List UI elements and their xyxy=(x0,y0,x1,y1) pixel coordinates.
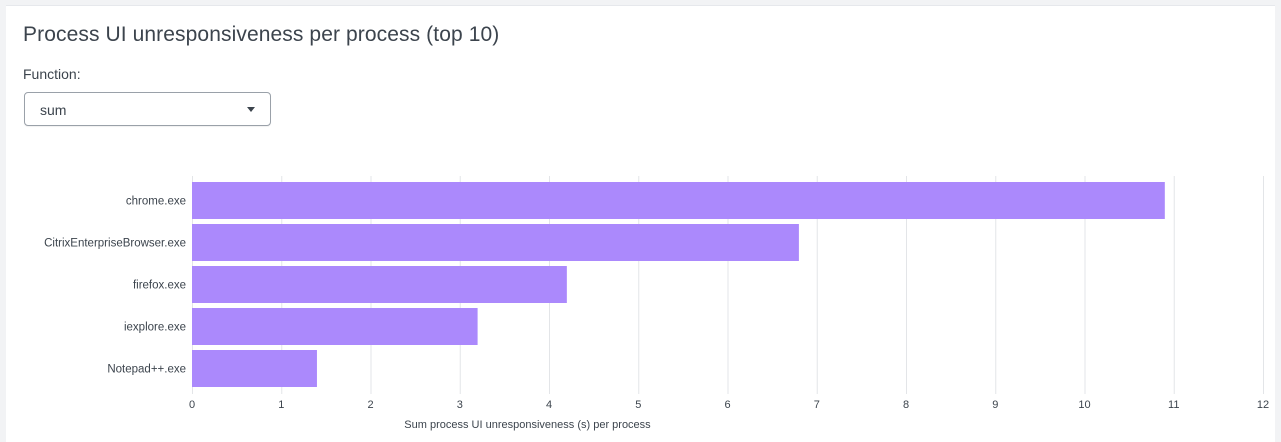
bar[interactable] xyxy=(192,308,478,345)
x-tick-label: 4 xyxy=(546,399,552,411)
bar[interactable] xyxy=(192,224,799,261)
x-axis-title: Sum process UI unresponsiveness (s) per … xyxy=(404,419,651,431)
bar[interactable] xyxy=(192,182,1165,219)
caret-down-icon xyxy=(247,107,255,112)
bar[interactable] xyxy=(192,266,567,303)
category-label: Notepad++.exe xyxy=(107,364,186,376)
chart-panel: Process UI unresponsiveness per process … xyxy=(6,5,1275,442)
x-tick-label: 6 xyxy=(724,399,730,411)
x-tick-label: 11 xyxy=(1168,399,1179,411)
bars xyxy=(192,182,1165,387)
x-tick-label: 2 xyxy=(367,399,373,411)
x-tick-label: 7 xyxy=(814,399,820,411)
bar[interactable] xyxy=(192,350,317,387)
x-tick-label: 1 xyxy=(278,399,284,411)
category-label: iexplore.exe xyxy=(124,322,186,334)
x-tick-label: 8 xyxy=(903,399,909,411)
x-tick-label: 0 xyxy=(189,399,195,411)
x-tick-label: 12 xyxy=(1257,399,1269,411)
function-select[interactable]: sum xyxy=(24,92,271,126)
function-label: Function: xyxy=(23,66,81,82)
x-tick-labels: 0 1 2 3 4 5 6 7 8 9 10 11 12 xyxy=(189,399,1269,411)
category-label: chrome.exe xyxy=(126,196,186,208)
x-tick-label: 3 xyxy=(457,399,463,411)
function-select-value: sum xyxy=(40,102,67,118)
category-labels: chrome.exe CitrixEnterpriseBrowser.exe fir… xyxy=(44,196,186,376)
bar-chart: chrome.exe CitrixEnterpriseBrowser.exe fir… xyxy=(44,176,1269,431)
category-label: firefox.exe xyxy=(133,280,186,292)
panel-title: Process UI unresponsiveness per process … xyxy=(23,23,500,46)
x-tick-label: 5 xyxy=(635,399,641,411)
x-tick-label: 10 xyxy=(1078,399,1090,411)
x-tick-label: 9 xyxy=(992,399,998,411)
category-label: CitrixEnterpriseBrowser.exe xyxy=(44,238,186,250)
